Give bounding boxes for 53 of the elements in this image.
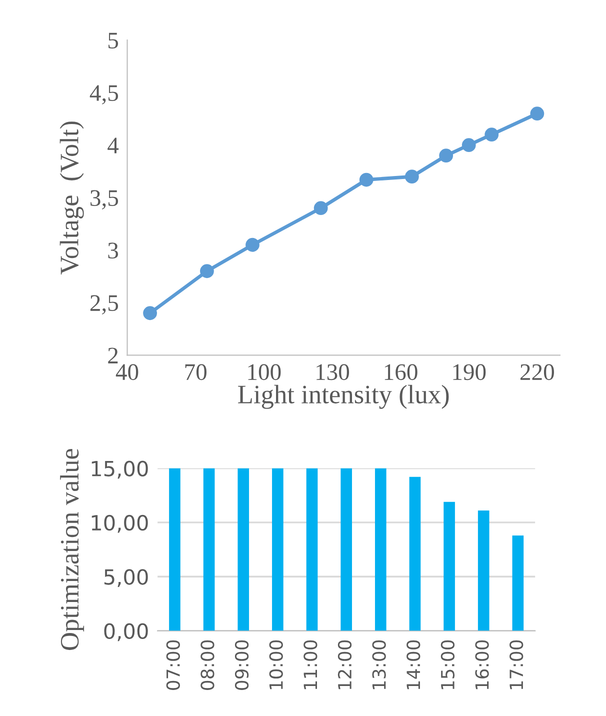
point [439, 148, 454, 163]
point [200, 264, 214, 278]
y-tick-label: 3,5 [90, 190, 118, 210]
y-axis-title: Optimization value [60, 448, 84, 650]
x-tick-label: 70 [185, 364, 206, 380]
y-tick-label: 5,00 [104, 569, 148, 587]
y-tick-label: 0,00 [104, 623, 148, 642]
x-tick-label: 10:00 [269, 640, 283, 690]
x-tick-label: 07:00 [166, 640, 180, 690]
x-tick-label: 100 [248, 364, 281, 380]
x-tick-label: 15:00 [440, 640, 455, 690]
x-tick-label: 17:00 [510, 640, 524, 690]
x-tick-label: 14:00 [406, 640, 420, 690]
y-axis-title: Voltage (Volt) [60, 122, 84, 275]
bar [272, 468, 284, 631]
point [484, 128, 499, 142]
bar [169, 468, 180, 631]
bar [238, 468, 250, 631]
y-tick-label: 2 [108, 348, 118, 364]
x-tick-label: 190 [453, 364, 486, 380]
y-tick-label: 3 [108, 242, 118, 259]
x-tick-label: 13:00 [372, 640, 386, 690]
y-tick-label: 5 [108, 32, 118, 49]
y-tick-label: 2,5 [90, 295, 118, 314]
point [246, 238, 260, 252]
x-tick-label: 09:00 [234, 640, 249, 690]
point [530, 106, 544, 121]
point [314, 201, 328, 216]
x-tick-label: 11:00 [304, 640, 318, 690]
x-tick-label: 08:00 [200, 640, 214, 690]
y-tick-label: 15,00 [92, 460, 148, 479]
x-axis-title: Light intensity (lux) [238, 384, 449, 409]
bar [340, 468, 352, 631]
bar [444, 502, 455, 631]
point [143, 306, 157, 320]
x-tick-label: 12:00 [338, 640, 352, 690]
point [359, 172, 374, 187]
x-tick-label: 160 [384, 364, 418, 380]
x-tick-label: 16:00 [475, 640, 489, 690]
y-tick-label: 4 [108, 138, 119, 154]
y-tick-label: 4,5 [90, 85, 118, 104]
x-tick-label: 130 [316, 364, 350, 380]
bar [478, 510, 490, 631]
y-tick-label: 10,00 [92, 514, 148, 533]
x-tick-label: 220 [520, 364, 554, 380]
bar [512, 535, 524, 631]
bar [374, 468, 386, 631]
point [462, 138, 476, 152]
point [404, 170, 419, 184]
bar [306, 468, 318, 631]
x-tick-label: 40 [116, 364, 138, 380]
bar [409, 476, 421, 631]
bar [203, 468, 215, 631]
